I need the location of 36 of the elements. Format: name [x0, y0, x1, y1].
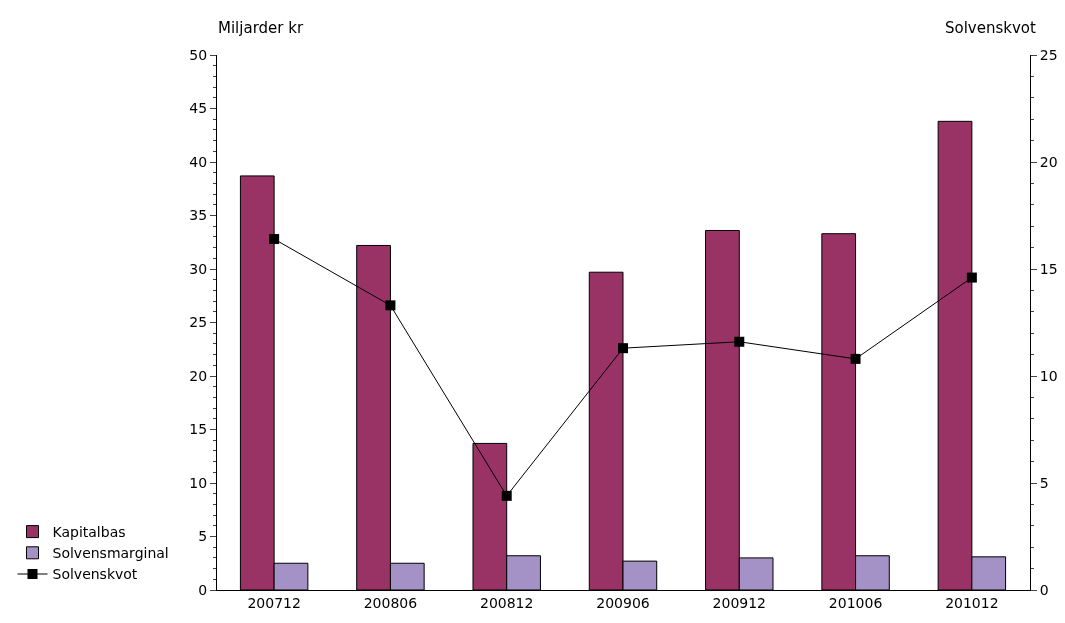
x-tick-label: 200806: [363, 594, 418, 611]
y-tick-label: 10: [189, 474, 208, 491]
x-tick-label: 201012: [945, 594, 999, 611]
legend-label: Kapitalbas: [52, 524, 126, 541]
y-tick-label: 20: [189, 367, 208, 384]
point: [269, 234, 280, 245]
y-tick-label: 30: [189, 260, 208, 277]
y-tick-label: 0: [198, 581, 208, 598]
point: [966, 272, 977, 283]
y-tick-label: 35: [189, 207, 208, 224]
y-tick-label: 5: [198, 528, 208, 545]
point: [501, 490, 512, 501]
y-tick-label: 40: [189, 153, 208, 170]
y2-tick-label: 20: [1039, 153, 1058, 170]
y2-axis-title: Solvenskvot: [945, 19, 1037, 37]
point: [850, 353, 861, 364]
point: [385, 300, 396, 311]
x-tick-label: 201006: [828, 594, 883, 611]
y2-tick-label: 15: [1039, 260, 1058, 277]
x-tick-label: 200906: [596, 594, 650, 611]
legend-label: Solvensmarginal: [52, 545, 169, 562]
y2-tick-label: 10: [1039, 367, 1058, 384]
y-tick-label: 15: [189, 421, 208, 438]
x-tick-label: 200712: [247, 594, 301, 611]
y2-tick-label: 25: [1039, 46, 1058, 63]
legend-label: Solvenskvot: [52, 566, 138, 583]
point: [618, 343, 628, 354]
y-tick-label: 25: [189, 314, 208, 331]
y2-tick-label: 0: [1039, 581, 1049, 598]
x-tick-label: 200812: [479, 594, 534, 611]
y-tick-label: 45: [189, 100, 208, 117]
x-tick-label: 200912: [712, 594, 767, 611]
point: [734, 336, 745, 347]
y2-tick-label: 5: [1039, 474, 1049, 491]
y-axis-title: Miljarder kr: [218, 19, 304, 37]
y-tick-label: 50: [189, 46, 208, 63]
